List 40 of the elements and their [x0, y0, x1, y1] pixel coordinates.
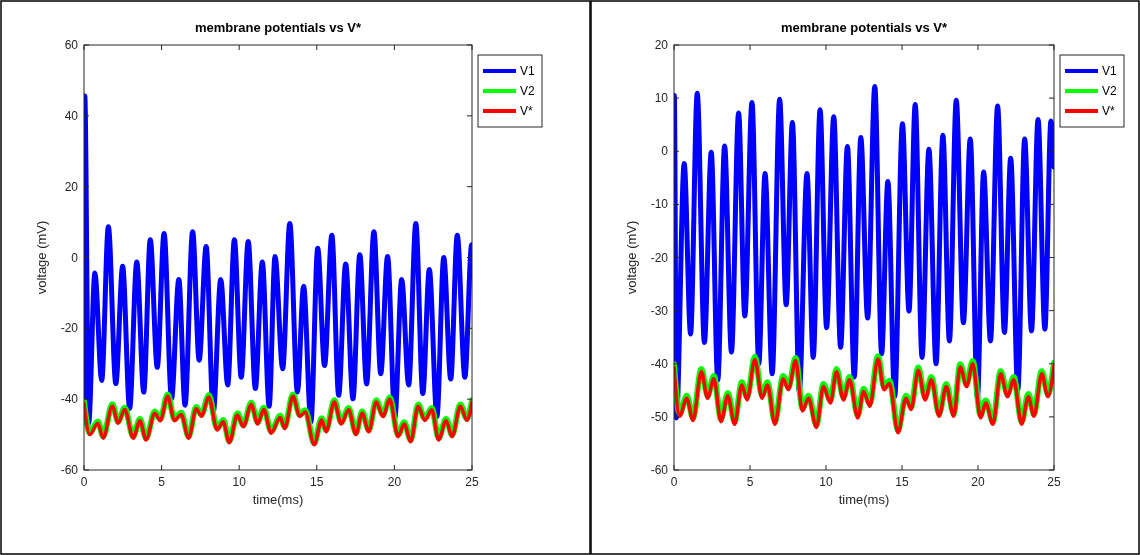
y-tick-label: 0	[71, 250, 79, 265]
x-tick-label: 15	[895, 475, 909, 489]
x-tick-label: 5	[158, 475, 166, 489]
y-tick-label: -40	[60, 392, 79, 407]
x-axis-title: time(ms)	[252, 492, 304, 507]
y-tick-label: -20	[650, 250, 669, 265]
x-tick-label: 15	[310, 475, 324, 489]
y-tick-label: -30	[650, 303, 669, 318]
legend-label: V2	[520, 84, 535, 98]
y-tick-label: 0	[661, 144, 669, 159]
legend-label: V1	[520, 64, 535, 78]
y-tick-label: 20	[64, 179, 79, 194]
x-tick-label: 0	[80, 475, 88, 489]
x-tick-label: 20	[971, 475, 985, 489]
y-tick-label: -60	[650, 463, 669, 477]
y-tick-label: 20	[654, 38, 669, 52]
y-tick-label: -10	[650, 197, 669, 212]
x-tick-label: 10	[232, 475, 247, 489]
x-tick-label: 0	[670, 475, 678, 489]
legend-label: V*	[520, 104, 533, 118]
chart-title: membrane potentials vs V*	[194, 20, 363, 35]
y-tick-label: -20	[60, 321, 79, 336]
legend-label: V*	[1102, 104, 1115, 118]
y-tick-label: -40	[650, 356, 669, 371]
x-axis-title: time(ms)	[838, 492, 890, 507]
legend-label: V2	[1102, 84, 1117, 98]
y-tick-label: -50	[650, 409, 669, 424]
y-axis-title: voltage (mV)	[34, 220, 49, 295]
y-tick-label: 60	[64, 38, 79, 52]
chart-title: membrane potentials vs V*	[780, 20, 949, 35]
y-tick-label: -60	[60, 463, 79, 477]
x-tick-label: 25	[1047, 475, 1061, 489]
y-axis-title: voltage (mV)	[624, 220, 639, 295]
x-tick-label: 5	[746, 475, 754, 489]
legend-label: V1	[1102, 64, 1117, 78]
x-tick-label: 20	[387, 475, 402, 489]
x-tick-label: 25	[465, 475, 479, 489]
x-tick-label: 10	[819, 475, 833, 489]
y-tick-label: 40	[64, 108, 79, 123]
y-tick-label: 10	[654, 91, 669, 106]
